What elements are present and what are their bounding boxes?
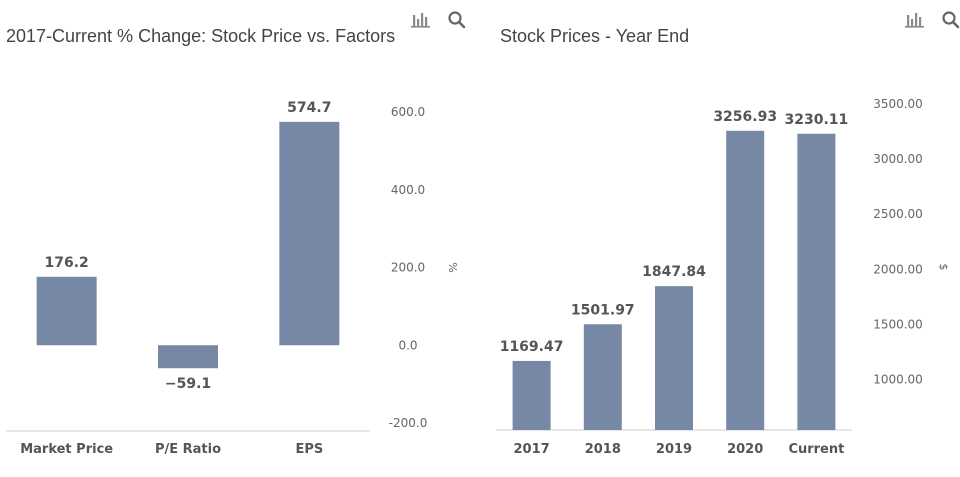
y-tick-label: 1500.00 [873, 317, 923, 331]
data-label: 1169.47 [500, 339, 564, 355]
data-label: 574.7 [287, 100, 331, 116]
y-tick-label: 0.0 [398, 338, 417, 352]
bar [512, 360, 551, 430]
x-tick-label: EPS [295, 442, 323, 457]
chart-toolbar [904, 10, 960, 30]
y-tick-label: 200.0 [391, 261, 425, 275]
data-label: 3256.93 [713, 109, 777, 125]
search-icon[interactable] [940, 10, 960, 30]
chart-panel-stock-prices: Stock Prices - Year End 1169.47 2017 1501.… [480, 0, 960, 477]
chart-title: 2017-Current % Change: Stock Price vs. F… [6, 26, 396, 46]
data-label: 176.2 [45, 255, 89, 271]
bar [655, 286, 693, 430]
x-tick-label: P/E Ratio [155, 442, 221, 457]
search-icon[interactable] [446, 10, 468, 30]
x-tick-label: Current [788, 442, 844, 457]
bar-chart-icon[interactable] [904, 10, 926, 30]
y-tick-label: 400.0 [391, 183, 425, 197]
y-tick-label: 1000.00 [873, 373, 923, 387]
bar-chart-icon[interactable] [410, 10, 432, 30]
x-tick-label: 2019 [656, 442, 692, 457]
y-tick-label: 2500.00 [873, 207, 923, 221]
y-tick-label: 3500.00 [873, 97, 923, 111]
bar [279, 121, 340, 346]
bar [797, 133, 836, 431]
x-tick-label: 2017 [514, 442, 550, 457]
y-tick-label: 2000.00 [873, 262, 923, 276]
chart-panel-percent-change: 2017-Current % Change: Stock Price vs. F… [6, 10, 468, 457]
percent-change-bar-chart: 176.2 Market Price −59.1 P/E Ratio 574.7 EPS 6… [6, 100, 459, 457]
y-axis-label: % [446, 262, 459, 272]
data-label: 1501.97 [571, 302, 635, 318]
chart-title: Stock Prices - Year End [500, 26, 690, 46]
chart-toolbar [410, 10, 468, 30]
x-tick-label: Market Price [20, 442, 113, 457]
bar [726, 130, 765, 430]
bar [36, 276, 97, 346]
x-tick-label: 2018 [585, 442, 621, 457]
y-axis-label: $ [937, 264, 950, 271]
stock-prices-bar-chart: 1169.47 2017 1501.97 2018 1847.84 2019 3256.93… [496, 97, 950, 457]
y-tick-label: 600.0 [391, 105, 425, 119]
bar [158, 345, 218, 369]
data-label: −59.1 [165, 376, 211, 392]
y-tick-label: 3000.00 [873, 152, 923, 166]
x-tick-label: 2020 [727, 442, 763, 457]
data-label: 3230.11 [785, 112, 849, 128]
y-tick-label: -200.0 [389, 416, 428, 430]
data-label: 1847.84 [642, 264, 706, 280]
bar [583, 324, 622, 430]
